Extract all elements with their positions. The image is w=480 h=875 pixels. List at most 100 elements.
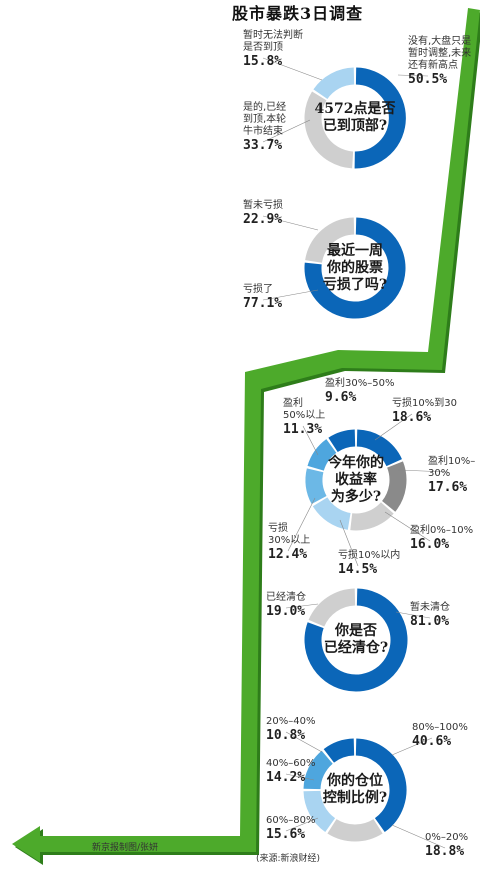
slice-label-line: 亏损: [268, 523, 288, 534]
slice-label: 亏损10%以内 14.5%: [338, 550, 400, 576]
page-title: 股市暴跌3日调查: [232, 4, 364, 23]
slice-value: 18.8%: [425, 844, 465, 859]
slice-value: 9.6%: [325, 390, 357, 405]
slice-label: 亏损 30%以上 12.4%: [268, 523, 310, 561]
slice-label: 亏损10%到30 18.6%: [392, 398, 457, 424]
slice-label-line: 亏损10%以内: [338, 550, 401, 561]
donut-slice: [303, 790, 336, 833]
donut-center-title: 今年你的 收益率 为多少?: [311, 455, 401, 506]
slice-label-line: 是否到顶: [243, 42, 283, 53]
slice-label: 亏损了 77.1%: [243, 284, 282, 310]
slice-label-line: 盈利0%–10%: [410, 525, 474, 536]
slice-value: 12.4%: [268, 547, 308, 562]
donut-chart-3: [287, 413, 449, 567]
donut-chart-5: [285, 731, 446, 849]
donut-slice: [313, 67, 355, 100]
donut-hole: [321, 756, 389, 824]
leader-line: [395, 611, 431, 619]
donut-chart-2: [262, 211, 412, 325]
donut-slice: [354, 67, 406, 169]
slice-value: 17.6%: [428, 480, 468, 495]
slice-value: 50.5%: [408, 72, 448, 87]
donut-slice: [350, 501, 394, 531]
donut-center-title-line: 你是否: [335, 623, 377, 639]
leader-line: [262, 57, 323, 81]
donut-slice: [303, 750, 334, 790]
slice-label-line: 80%–100%: [412, 722, 468, 733]
leader-line: [391, 737, 433, 756]
slice-value: 22.9%: [243, 212, 283, 227]
slice-label: 80%–100% 40.6%: [412, 722, 468, 748]
slice-value: 33.7%: [243, 138, 283, 153]
slice-label-line: 暂时调整,未来: [408, 48, 472, 59]
donut-slice: [327, 818, 383, 842]
slice-value: 77.1%: [243, 296, 283, 311]
donut-slice: [355, 738, 407, 833]
slice-value: 10.8%: [266, 728, 306, 743]
slice-label-line: 盈利: [283, 398, 303, 409]
slice-label: 暂未清仓 81.0%: [410, 602, 450, 628]
donut-center-title-line: 为多少?: [330, 488, 382, 505]
slice-label-line: 亏损10%到30: [392, 398, 457, 409]
slice-label: 40%–60% 14.2%: [266, 758, 315, 784]
donut-center-title: 你的仓位 控制比例?: [310, 773, 400, 807]
donut-hole: [322, 85, 388, 151]
slice-label: 暂未亏损 22.9%: [243, 200, 283, 226]
donut-slice: [356, 429, 402, 467]
arrow-body: [12, 8, 480, 862]
slice-label: 已经清仓 19.0%: [266, 592, 306, 618]
donut-chart-4: [285, 582, 431, 698]
slice-value: 81.0%: [410, 614, 450, 629]
slice-label: 盈利30%–50% 9.6%: [325, 378, 394, 404]
slice-label-line: 牛市结束: [243, 126, 283, 137]
leader-line: [302, 425, 319, 456]
slice-label-line: 20%–40%: [266, 716, 316, 727]
slice-label-line: 0%–20%: [425, 832, 469, 843]
slice-label: 是的,已经 到顶,本轮 牛市结束 33.7%: [243, 102, 286, 152]
donut-center-title-line: 已到顶部?: [322, 118, 388, 134]
slice-label-line: 50%以上: [283, 410, 326, 421]
donut-slice: [381, 461, 407, 512]
donut-slice: [305, 217, 355, 264]
slice-label-line: 30%以上: [268, 535, 311, 546]
leader-line: [285, 817, 319, 832]
slice-label-line: 亏损了: [243, 284, 273, 295]
green-trend-arrow: [12, 8, 480, 865]
slice-label-line: 已经清仓: [266, 592, 306, 603]
leader-line: [384, 511, 431, 542]
slice-value: 15.6%: [266, 827, 306, 842]
slice-label: 盈利0%–10% 16.0%: [410, 525, 473, 551]
slice-value: 15.8%: [243, 54, 283, 69]
donut-hole: [323, 447, 389, 513]
slice-value: 14.5%: [338, 562, 378, 577]
leader-line: [285, 731, 323, 753]
donut-center-title-line: 今年你的: [328, 454, 384, 471]
donut-hole: [322, 606, 390, 674]
slice-label-line: 盈利30%–50%: [325, 378, 395, 389]
donut-slice: [312, 497, 352, 530]
donut-charts: [262, 57, 449, 849]
donut-center-title-line: 控制比例?: [322, 790, 388, 806]
donut-center-title: 你是否 已经清仓?: [311, 623, 401, 657]
donut-center-title-line: 收益率: [335, 471, 377, 488]
slice-label-line: 还有新高点: [408, 60, 458, 71]
leader-line: [262, 289, 319, 301]
slice-value: 18.6%: [392, 410, 432, 425]
donut-chart-1: [262, 57, 429, 175]
donut-center-title-line: 亏损了吗?: [322, 276, 388, 293]
slice-value: 11.3%: [283, 422, 323, 437]
leader-line: [262, 119, 311, 143]
donut-center-title-line: 4572点是否: [314, 101, 396, 117]
donut-center-title: 4572点是否 已到顶部?: [310, 101, 400, 135]
donut-slice: [307, 439, 337, 472]
donut-slice: [304, 217, 406, 319]
slice-label: 60%–80% 15.6%: [266, 815, 315, 841]
slice-label-line: 到顶,本轮: [243, 114, 287, 125]
donut-slice: [304, 588, 408, 692]
donut-center-title-line: 已经清仓?: [323, 640, 389, 656]
donut-slice: [304, 91, 354, 169]
source-credit: (来源:新浪财经): [256, 854, 321, 864]
author-credit: 新京报制图/张妍: [92, 843, 159, 853]
leader-line: [397, 74, 429, 77]
